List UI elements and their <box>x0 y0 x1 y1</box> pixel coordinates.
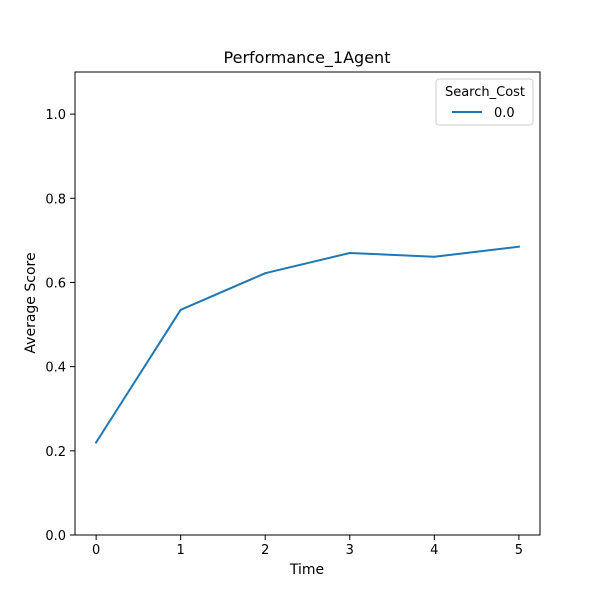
x-axis-ticks: 0 1 2 3 4 5 <box>92 535 523 558</box>
data-point <box>95 441 98 444</box>
y-axis-label: Average Score <box>23 252 39 353</box>
x-tick-label: 2 <box>261 543 269 558</box>
y-tick-label: 1.0 <box>45 108 66 123</box>
x-tick-label: 5 <box>515 543 523 558</box>
data-point <box>348 251 351 254</box>
x-tick-label: 0 <box>92 543 100 558</box>
legend: Search_Cost 0.0 <box>435 78 534 126</box>
y-tick-label: 0.4 <box>45 361 66 376</box>
x-axis-label: Time <box>289 562 324 578</box>
data-point <box>264 272 267 275</box>
y-tick-label: 0.8 <box>45 192 66 207</box>
y-tick-label: 0.0 <box>45 529 66 544</box>
data-point <box>433 255 436 258</box>
x-tick-label: 1 <box>177 543 185 558</box>
y-tick-label: 0.6 <box>45 276 66 291</box>
plot-area <box>74 71 541 536</box>
data-point <box>517 245 520 248</box>
y-axis-ticks: 0.0 0.2 0.4 0.6 0.8 1.0 <box>45 108 75 544</box>
series-layer <box>94 245 520 444</box>
series-line-0 <box>94 245 520 444</box>
x-tick-label: 3 <box>346 543 354 558</box>
legend-title: Search_Cost <box>445 85 525 100</box>
x-tick-label: 4 <box>430 543 438 558</box>
data-point <box>179 308 182 311</box>
chart-title: Performance_1Agent <box>224 48 391 68</box>
legend-label-0: 0.0 <box>494 106 515 121</box>
legend-box <box>435 78 534 126</box>
y-tick-label: 0.2 <box>45 445 66 460</box>
